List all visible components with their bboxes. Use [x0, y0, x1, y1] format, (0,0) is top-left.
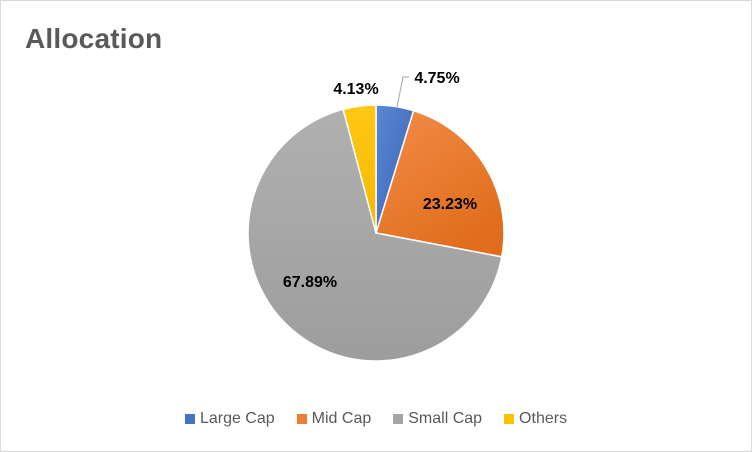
pie-slice-mid-cap: [375, 109, 505, 258]
chart-legend: Large Cap Mid Cap Small Cap Others: [1, 410, 751, 428]
data-label-small-cap: 67.89%: [283, 274, 337, 291]
legend-swatch: [393, 414, 404, 424]
legend-swatch: [296, 414, 307, 424]
legend-item-others: Others: [504, 410, 567, 428]
chart-title: Allocation: [25, 23, 163, 54]
legend-swatch: [504, 414, 515, 424]
legend-label: Large Cap: [199, 410, 275, 427]
data-label-large-cap: 4.75%: [414, 70, 459, 87]
pie-slice-others: [342, 104, 377, 234]
data-labels: 4.75% 23.23% 67.89% 4.13%: [283, 70, 477, 291]
legend-label: Mid Cap: [311, 410, 372, 427]
legend-item-mid-cap: Mid Cap: [296, 410, 372, 428]
legend-item-small-cap: Small Cap: [393, 410, 482, 428]
pie-slice-small-cap: [247, 108, 503, 362]
leader-line-large-cap: [396, 76, 409, 108]
legend-item-large-cap: Large Cap: [184, 410, 275, 428]
leader-lines: [396, 76, 409, 108]
pie-slices: [247, 104, 505, 362]
legend-swatch: [184, 414, 195, 424]
legend-label: Small Cap: [408, 410, 483, 427]
legend-label: Others: [519, 410, 568, 427]
data-label-others: 4.13%: [333, 81, 378, 98]
data-label-mid-cap: 23.23%: [423, 196, 477, 213]
